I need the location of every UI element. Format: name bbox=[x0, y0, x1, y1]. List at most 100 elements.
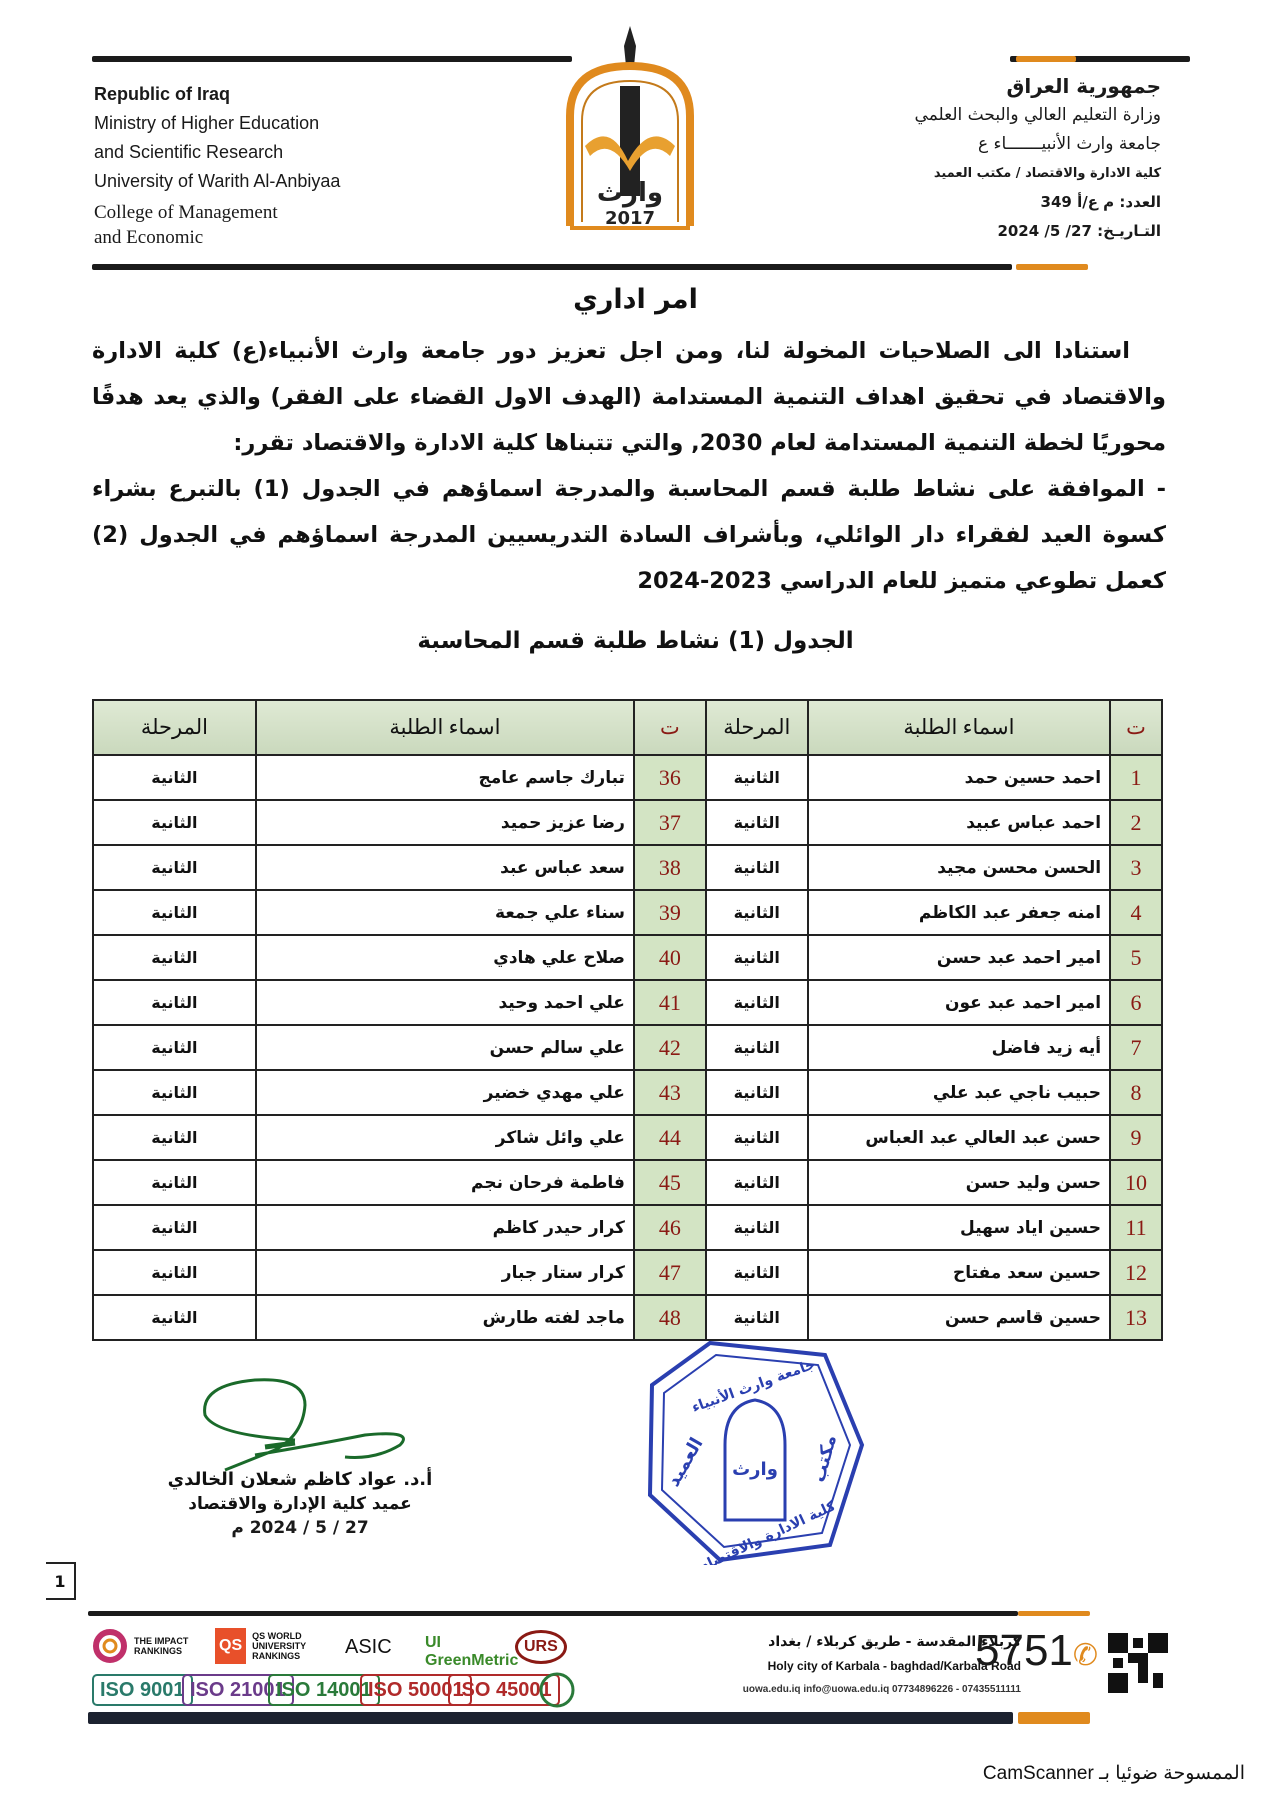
hotline-text: 5751 bbox=[975, 1626, 1073, 1675]
impact-rankings-icon bbox=[93, 1629, 127, 1663]
student-name: حسين سعد مفتاح bbox=[806, 1249, 1112, 1296]
svg-text:وارث: وارث bbox=[732, 1459, 778, 1480]
header-stage-1: المرحلة bbox=[704, 699, 809, 756]
student-stage: الثانية bbox=[92, 934, 257, 981]
student-name: علي سالم حسن bbox=[254, 1024, 635, 1071]
student-stage: الثانية bbox=[92, 754, 257, 801]
header-ar-line2: وزارة التعليم العالي والبحث العلمي bbox=[914, 105, 1161, 125]
student-name: فاطمة فرحان نجم bbox=[254, 1159, 635, 1206]
student-name: علي مهدي خضير bbox=[254, 1069, 635, 1116]
student-name: كرار ستار جبار bbox=[254, 1249, 635, 1296]
header-top-rule bbox=[92, 56, 572, 62]
table-row: 3 الحسن محسن مجيد الثانية 38 سعد عباس عبد الث… bbox=[92, 844, 1163, 891]
footer-address-en: Holy city of Karbala - baghdad/Karbala R… bbox=[767, 1659, 1021, 1673]
table-row: 9 حسن عبد العالي عبد العباس الثانية 44 علي و… bbox=[92, 1114, 1163, 1161]
header-top-rule-right bbox=[1010, 56, 1190, 62]
row-number: 12 bbox=[1109, 1249, 1163, 1296]
student-name: امنه جعفر عبد الكاظم bbox=[806, 889, 1112, 936]
row-number: 10 bbox=[1109, 1159, 1163, 1206]
svg-text:مكتب: مكتب bbox=[808, 1433, 841, 1485]
row-number: 37 bbox=[632, 799, 707, 846]
student-stage: الثانية bbox=[704, 754, 809, 801]
body-paragraph-2: - الموافقة على نشاط طلبة قسم المحاسبة وا… bbox=[92, 476, 1166, 594]
signatory-name: أ.د. عواد كاظم شعلان الخالدي bbox=[167, 1469, 433, 1490]
table-row: 2 احمد عباس عبيد الثانية 37 رضا عزيز حميد الث… bbox=[92, 799, 1163, 846]
student-stage: الثانية bbox=[704, 1294, 809, 1341]
footer-address: كربلاء المقدسة - طريق كربلاء / بغداد Hol… bbox=[743, 1630, 1021, 1702]
qs-logo: QS QS WORLD UNIVERSITY RANKINGS bbox=[215, 1628, 322, 1664]
student-stage: الثانية bbox=[92, 1114, 257, 1161]
row-number: 3 bbox=[1109, 844, 1163, 891]
header-en-line1: Republic of Iraq bbox=[94, 84, 231, 104]
student-name: احمد حسين حمد bbox=[806, 754, 1112, 801]
qr-code-icon bbox=[1108, 1633, 1168, 1693]
student-name: سناء علي جمعة bbox=[254, 889, 635, 936]
header-en-line6: and Economic bbox=[94, 227, 204, 248]
table-header-row: ت اسماء الطلبة المرحلة ت اسماء الطلبة ال… bbox=[92, 699, 1163, 756]
iso-50001-badge: ISO 50001 bbox=[360, 1674, 472, 1706]
header-english: Republic of Iraq Ministry of Higher Educ… bbox=[94, 80, 340, 250]
camscanner-watermark: الممسوحة ضوئيا بـ CamScanner bbox=[982, 1763, 1245, 1784]
logo-qs: QS WORLD UNIVERSITY RANKINGS bbox=[252, 1631, 306, 1661]
student-name: كرار حيدر كاظم bbox=[254, 1204, 635, 1251]
header-bottom-rule bbox=[92, 264, 1012, 270]
document-number: العدد: م ع/أ 349 bbox=[1040, 193, 1161, 211]
header-en-line5: College of Management bbox=[94, 202, 278, 223]
student-stage: الثانية bbox=[704, 1114, 809, 1161]
header-top-orange bbox=[1016, 56, 1076, 62]
header-num-2: ت bbox=[632, 699, 707, 756]
row-number: 7 bbox=[1109, 1024, 1163, 1071]
row-number: 13 bbox=[1109, 1294, 1163, 1341]
iso-9001-badge: ISO 9001 bbox=[92, 1674, 193, 1706]
student-stage: الثانية bbox=[92, 1294, 257, 1341]
student-stage: الثانية bbox=[704, 889, 809, 936]
student-stage: الثانية bbox=[92, 1069, 257, 1116]
body-paragraph-1: استنادا الى الصلاحيات المخولة لنا، ومن ا… bbox=[92, 338, 1166, 456]
student-stage: الثانية bbox=[704, 1204, 809, 1251]
header-name-1: اسماء الطلبة bbox=[806, 699, 1112, 756]
student-name: امير احمد عبد عون bbox=[806, 979, 1112, 1026]
row-number: 8 bbox=[1109, 1069, 1163, 1116]
student-name: تبارك جاسم عامج bbox=[254, 754, 635, 801]
student-stage: الثانية bbox=[704, 1249, 809, 1296]
student-name: الحسن محسن مجيد bbox=[806, 844, 1112, 891]
row-number: 39 bbox=[632, 889, 707, 936]
header-en-line2: Ministry of Higher Education bbox=[94, 113, 320, 133]
student-stage: الثانية bbox=[704, 979, 809, 1026]
page-number: 1 bbox=[46, 1562, 76, 1600]
student-name: علي احمد وحيد bbox=[254, 979, 635, 1026]
hotline-number: 5751✆ bbox=[975, 1626, 1098, 1676]
student-stage: الثانية bbox=[92, 799, 257, 846]
university-logo: وارث 2017 bbox=[566, 26, 694, 230]
row-number: 36 bbox=[632, 754, 707, 801]
greenmetric-logo: UI GreenMetric bbox=[425, 1634, 519, 1669]
header-bottom-orange bbox=[1016, 264, 1088, 270]
student-name: علي وائل شاكر bbox=[254, 1114, 635, 1161]
header-ar-line3: جامعة وارث الأنبيـــــــاء ع bbox=[977, 134, 1161, 154]
logo-impact: THE IMPACT RANKINGS bbox=[134, 1636, 189, 1656]
header-arabic: جمهورية العراق وزارة التعليم العالي والب… bbox=[915, 72, 1161, 246]
document-title: امر اداري bbox=[573, 284, 698, 315]
row-number: 42 bbox=[632, 1024, 707, 1071]
student-name: حسين اياد سهيل bbox=[806, 1204, 1112, 1251]
student-name: حسين قاسم حسن bbox=[806, 1294, 1112, 1341]
student-stage: الثانية bbox=[92, 889, 257, 936]
iso-14001-badge: ISO 14001 bbox=[268, 1674, 380, 1706]
row-number: 41 bbox=[632, 979, 707, 1026]
row-number: 5 bbox=[1109, 934, 1163, 981]
table-row: 6 امير احمد عبد عون الثانية 41 علي احمد وحيد… bbox=[92, 979, 1163, 1026]
footer-contacts: uowa.edu.iq info@uowa.edu.iq 07734896226… bbox=[742, 1684, 1021, 1695]
footer-address-ar: كربلاء المقدسة - طريق كربلاء / بغداد bbox=[768, 1634, 1021, 1650]
table-row: 5 امير احمد عبد حسن الثانية 40 صلاح علي هادي… bbox=[92, 934, 1163, 981]
official-stamp: وارث جامعة وارث الأنبياء مكتب العميد كلي… bbox=[647, 1340, 865, 1565]
urs-logo: URS bbox=[515, 1630, 567, 1664]
student-name: صلاح علي هادي bbox=[254, 934, 635, 981]
row-number: 4 bbox=[1109, 889, 1163, 936]
svg-text:وارث: وارث bbox=[597, 178, 663, 208]
document-body: استنادا الى الصلاحيات المخولة لنا، ومن ا… bbox=[92, 328, 1166, 604]
student-stage: الثانية bbox=[704, 799, 809, 846]
table-row: 4 امنه جعفر عبد الكاظم الثانية 39 سناء علي ج… bbox=[92, 889, 1163, 936]
header-en-line3: and Scientific Research bbox=[94, 142, 284, 162]
student-stage: الثانية bbox=[704, 1159, 809, 1206]
footer-bottom-orange bbox=[1018, 1712, 1090, 1724]
